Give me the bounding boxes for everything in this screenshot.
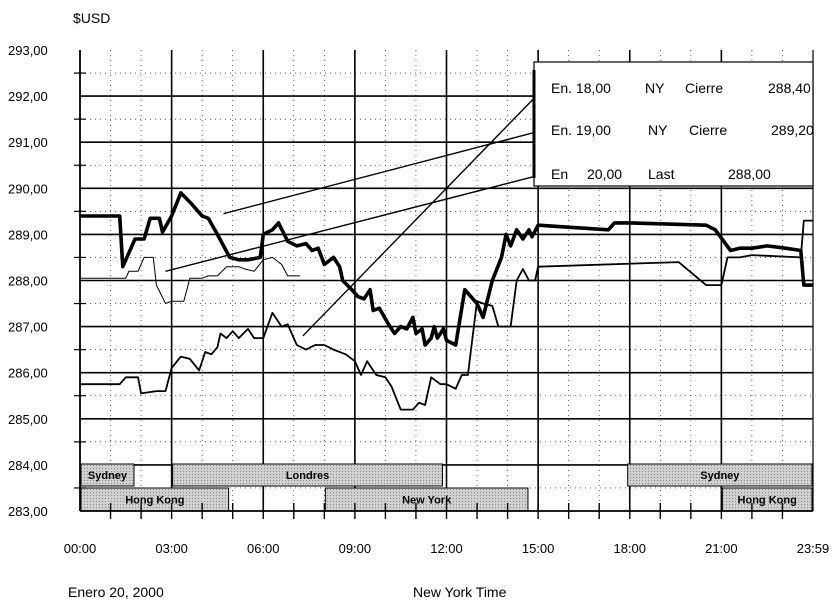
y-tick-label: 293,00 <box>8 43 48 58</box>
y-tick-label: 289,00 <box>8 227 48 242</box>
x-tick-label: 23:59 <box>797 541 830 556</box>
x-tick-label: 03:00 <box>155 541 188 556</box>
x-tick-label: 15:00 <box>522 541 555 556</box>
date-label: Enero 20, 2000 <box>68 584 164 600</box>
y-tick-label: 284,00 <box>8 458 48 473</box>
session-sydney: Sydney <box>627 463 813 487</box>
session-label: Sydney <box>700 470 740 482</box>
legend-text: Last <box>648 166 675 182</box>
y-tick-label: 286,00 <box>8 366 48 381</box>
y-tick-label: 285,00 <box>8 412 48 427</box>
session-londres: Londres <box>172 463 443 487</box>
legend-text: En <box>551 166 568 182</box>
x-tick-label: 21:00 <box>705 541 738 556</box>
y-axis-label: $USD <box>73 10 110 26</box>
y-tick-label: 292,00 <box>8 89 48 104</box>
legend: En. 18,00 NY Cierre 288,40 En. 19,00 NY Cierre… <box>532 61 814 187</box>
legend-text: En. 18,00 <box>551 80 611 96</box>
session-new-york: New York <box>324 487 529 512</box>
session-bar <box>627 463 813 487</box>
x-tick-label: 18:00 <box>613 541 646 556</box>
session-sydney: Sydney <box>80 463 135 487</box>
series-line-medium <box>80 219 813 411</box>
legend-pointer <box>223 129 545 215</box>
legend-text: 288,40 <box>768 80 811 96</box>
x-tick-label: 00:00 <box>64 541 97 556</box>
legend-entry: En 20,00 Last 288,00 <box>551 166 771 182</box>
price-series <box>80 191 813 411</box>
legend-entry: En. 19,00 NY Cierre 289,20 <box>551 122 814 138</box>
axes: 283,00 284,00 285,00 286,00 287,00 288,00 289,… <box>8 43 829 556</box>
y-tick-label: 291,00 <box>8 135 48 150</box>
x-tick-label: 06:00 <box>247 541 280 556</box>
session-hong-kong: Hong Kong <box>721 487 813 512</box>
legend-text: NY <box>645 80 665 96</box>
legend-pointer-lines <box>165 87 545 337</box>
legend-text: 288,00 <box>728 166 771 182</box>
session-label: Sydney <box>88 470 128 482</box>
session-bar <box>80 463 135 487</box>
legend-pointer <box>165 173 545 272</box>
session-bar <box>172 463 443 487</box>
legend-entry: En. 18,00 NY Cierre 288,40 <box>551 80 811 96</box>
session-label: Hong Kong <box>738 495 797 507</box>
y-tick-label: 290,00 <box>8 181 48 196</box>
series-line-thin <box>80 256 300 304</box>
legend-text: 20,00 <box>587 166 622 182</box>
y-tick-label: 287,00 <box>8 320 48 335</box>
x-tick-label: 09:00 <box>339 541 372 556</box>
legend-text: 289,20 <box>771 122 814 138</box>
legend-frame <box>533 61 814 187</box>
y-tick-label: 283,00 <box>8 504 48 519</box>
legend-text: NY <box>648 122 668 138</box>
series-line-thick <box>80 191 813 347</box>
legend-text: En. 19,00 <box>551 122 611 138</box>
x-tick-label: 12:00 <box>430 541 463 556</box>
session-label: New York <box>402 495 452 507</box>
session-label: Hong Kong <box>125 495 184 507</box>
legend-pointer <box>302 87 545 337</box>
y-tick-label: 288,00 <box>8 274 48 289</box>
session-label: Londres <box>286 470 329 482</box>
legend-text: Cierre <box>685 80 723 96</box>
legend-text: Cierre <box>689 122 727 138</box>
session-hong-kong: Hong Kong <box>80 487 230 512</box>
x-axis-label: New York Time <box>413 584 507 600</box>
legend-box: En. 18,00 NY Cierre 288,40 En. 19,00 NY Cierre… <box>532 61 814 187</box>
